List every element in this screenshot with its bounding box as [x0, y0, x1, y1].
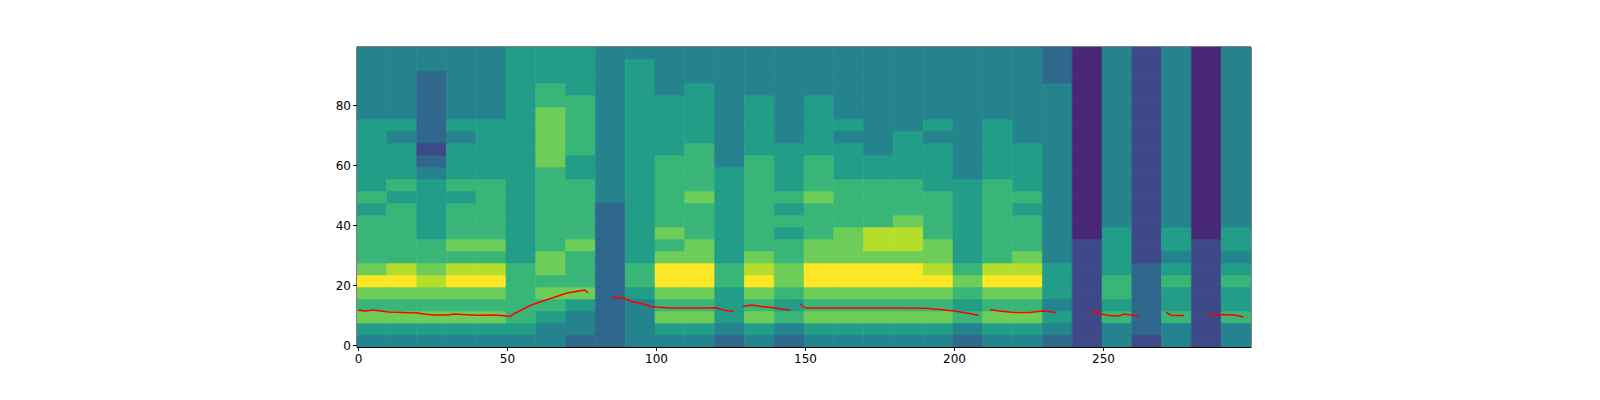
svg-text:0: 0	[355, 352, 363, 366]
svg-text:100: 100	[645, 352, 668, 366]
svg-text:150: 150	[794, 352, 817, 366]
svg-text:20: 20	[336, 279, 351, 293]
svg-text:80: 80	[336, 99, 351, 113]
svg-text:0: 0	[343, 339, 351, 353]
svg-text:50: 50	[500, 352, 515, 366]
svg-text:250: 250	[1092, 352, 1115, 366]
svg-text:60: 60	[336, 159, 351, 173]
svg-text:200: 200	[943, 352, 966, 366]
svg-text:40: 40	[336, 219, 351, 233]
